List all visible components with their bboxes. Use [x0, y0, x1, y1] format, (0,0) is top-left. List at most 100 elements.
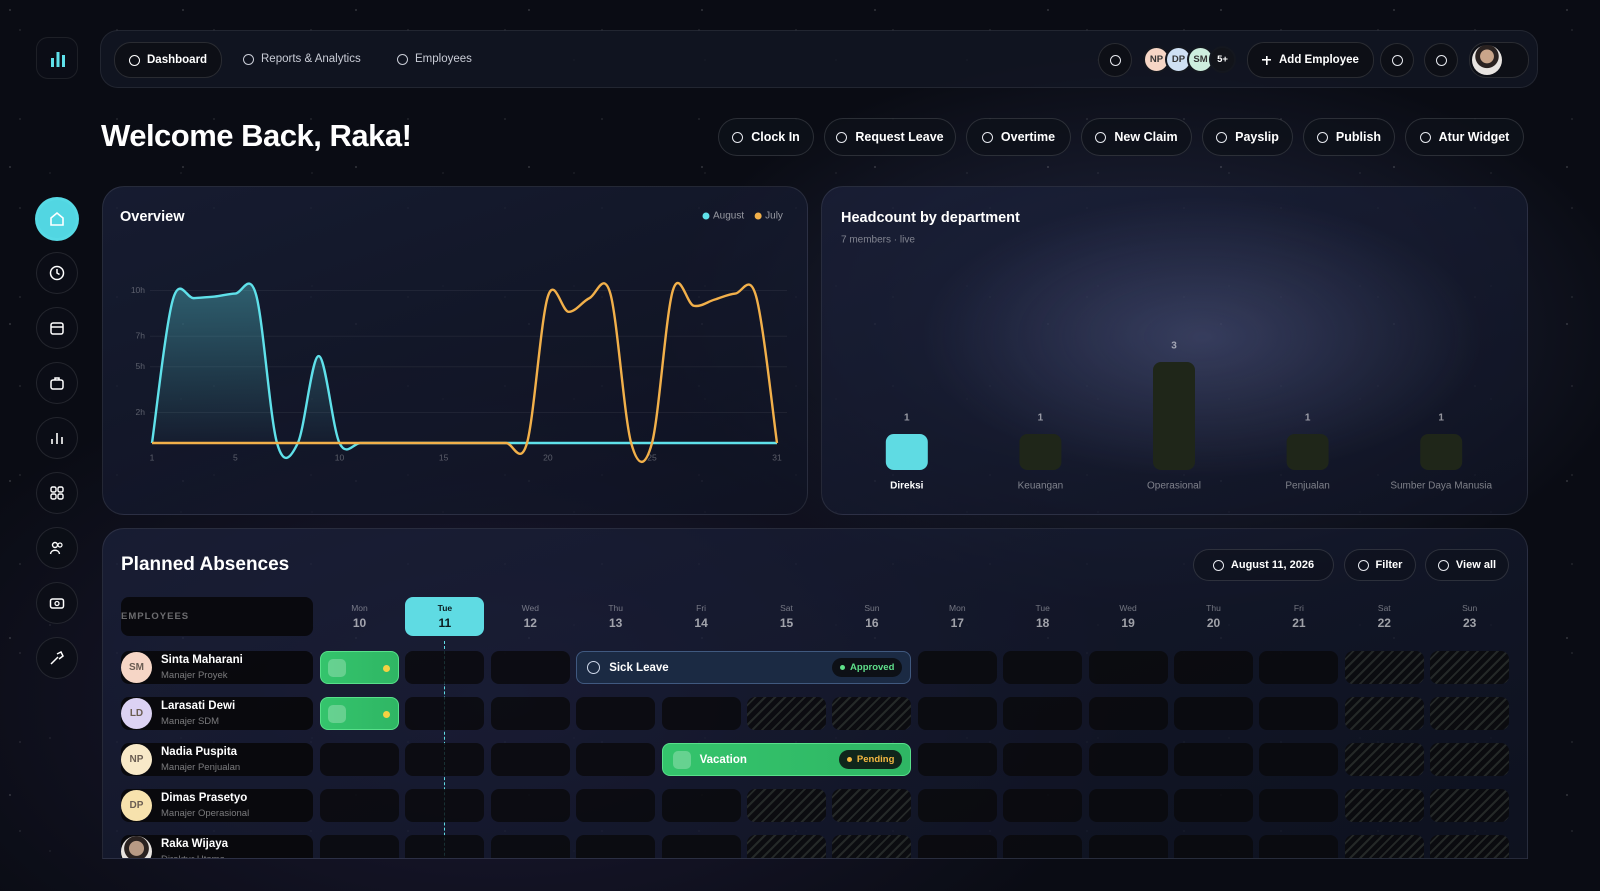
employee-cell[interactable]: DP Dimas Prasetyo Manajer Operasional [121, 789, 313, 822]
event-status: Approved [832, 658, 903, 677]
weekday: Tue [1035, 603, 1050, 613]
day-cell [1174, 651, 1253, 684]
day-cell [1259, 789, 1339, 822]
status-label: Pending [856, 754, 895, 765]
day-number: 22 [1377, 616, 1391, 630]
action-label: New Claim [1114, 130, 1178, 144]
avatar[interactable]: 5+ [1209, 46, 1236, 73]
date-picker[interactable]: August 11, 2026 [1193, 549, 1334, 581]
day-cell [1344, 651, 1424, 684]
action-label: Atur Widget [1438, 130, 1510, 144]
weekday: Mon [351, 603, 368, 613]
employee-cell[interactable]: LD Larasati Dewi Manajer SDM [121, 697, 313, 730]
add-employee-button[interactable]: Add Employee [1247, 42, 1374, 78]
notification-button[interactable] [1424, 43, 1458, 77]
day-header[interactable]: Sun 23 [1430, 597, 1509, 636]
day-cell [1430, 651, 1510, 684]
weekday: Wed [1119, 603, 1137, 613]
people-nav[interactable] [36, 527, 78, 569]
day-header[interactable]: Fri 14 [662, 597, 741, 636]
employee-cell[interactable]: Raka Wijaya Direktur Utama [121, 835, 313, 858]
day-cell [1174, 789, 1253, 822]
employee-avatar [121, 836, 152, 858]
day-cell [747, 697, 826, 730]
apps-nav[interactable] [36, 472, 78, 514]
day-header[interactable]: Thu 13 [576, 597, 655, 636]
icon [836, 131, 848, 143]
day-number: 11 [438, 616, 452, 630]
absence-event[interactable]: Vacation Pending [661, 743, 912, 776]
action-button[interactable]: Request Leave [824, 118, 956, 156]
day-header[interactable]: Wed 12 [491, 597, 570, 636]
tools-nav[interactable] [36, 637, 78, 679]
event-icon [672, 750, 691, 769]
work-nav[interactable] [36, 362, 78, 404]
weekday: Sat [780, 603, 793, 613]
day-cell [1003, 789, 1083, 822]
nav-item[interactable]: Reports & Analytics [229, 42, 375, 76]
employee-avatar: DP [121, 790, 152, 821]
home-nav[interactable] [35, 197, 79, 241]
icon [51, 433, 63, 444]
nav-item[interactable]: Employees [383, 42, 486, 76]
clock-in-cell[interactable] [320, 697, 399, 730]
payroll-nav[interactable] [36, 582, 78, 624]
day-header[interactable]: Mon 17 [918, 597, 997, 636]
day-number: 14 [694, 616, 708, 630]
day-cell [490, 743, 570, 776]
day-cell [1259, 835, 1339, 858]
logo[interactable] [36, 37, 78, 79]
day-cell [405, 743, 485, 776]
welcome-title: Welcome Back, Raka! [101, 118, 412, 153]
day-number: 23 [1463, 616, 1477, 630]
day-cell [1088, 789, 1168, 822]
day-number: 15 [779, 616, 794, 630]
search-button[interactable] [1098, 43, 1132, 77]
action-button[interactable]: New Claim [1081, 118, 1192, 156]
nav-item[interactable]: Dashboard [114, 42, 223, 78]
theme-button[interactable] [1380, 43, 1414, 77]
employee-cell[interactable]: NP Nadia Puspita Manajer Penjualan [121, 743, 313, 776]
action-button[interactable]: Overtime [966, 118, 1071, 156]
employee-role: Direktur Utama [161, 854, 225, 858]
action-button[interactable]: Payslip [1202, 118, 1293, 156]
event-label: Sick Leave [609, 661, 669, 674]
clock-in-cell[interactable] [320, 651, 399, 684]
employee-role: Manajer Proyek [161, 670, 228, 681]
event-icon [587, 661, 601, 674]
day-cell [917, 651, 997, 684]
overview-card [102, 186, 808, 515]
calendar-nav[interactable] [36, 307, 78, 349]
status-dot [846, 757, 852, 762]
day-header[interactable]: Mon 10 [320, 597, 399, 636]
day-header[interactable]: Sun 16 [832, 597, 911, 636]
day-cell [1259, 697, 1339, 730]
profile-menu[interactable] [1469, 42, 1529, 78]
day-header[interactable]: Sat 15 [747, 597, 826, 636]
weekday: Wed [521, 603, 539, 613]
day-cell [747, 835, 826, 858]
action-button[interactable]: Publish [1303, 118, 1395, 156]
reports-nav[interactable] [36, 417, 78, 459]
icon [732, 131, 744, 143]
day-header[interactable]: Fri 21 [1259, 597, 1338, 636]
day-cell [1088, 651, 1168, 684]
event-label: Vacation [699, 753, 747, 766]
time-nav[interactable] [36, 252, 78, 294]
day-cell [1430, 697, 1510, 730]
day-header[interactable]: Thu 20 [1174, 597, 1253, 636]
day-header[interactable]: Tue 11 [405, 597, 485, 636]
employee-cell[interactable]: SM Sinta Maharani Manajer Proyek [121, 651, 313, 684]
view-all-button[interactable]: View all [1425, 549, 1509, 581]
day-header[interactable]: Wed 19 [1089, 597, 1168, 636]
employee-name: Dimas Prasetyo [161, 792, 248, 804]
absence-event[interactable]: Sick Leave Approved [576, 651, 912, 684]
weekday: Fri [1293, 603, 1304, 613]
filter-button[interactable]: Filter [1344, 549, 1416, 581]
day-header[interactable]: Sat 22 [1345, 597, 1424, 636]
day-cell [1259, 651, 1339, 684]
action-button[interactable]: Atur Widget [1405, 118, 1524, 156]
action-button[interactable]: Clock In [718, 118, 814, 156]
day-header[interactable]: Tue 18 [1003, 597, 1082, 636]
